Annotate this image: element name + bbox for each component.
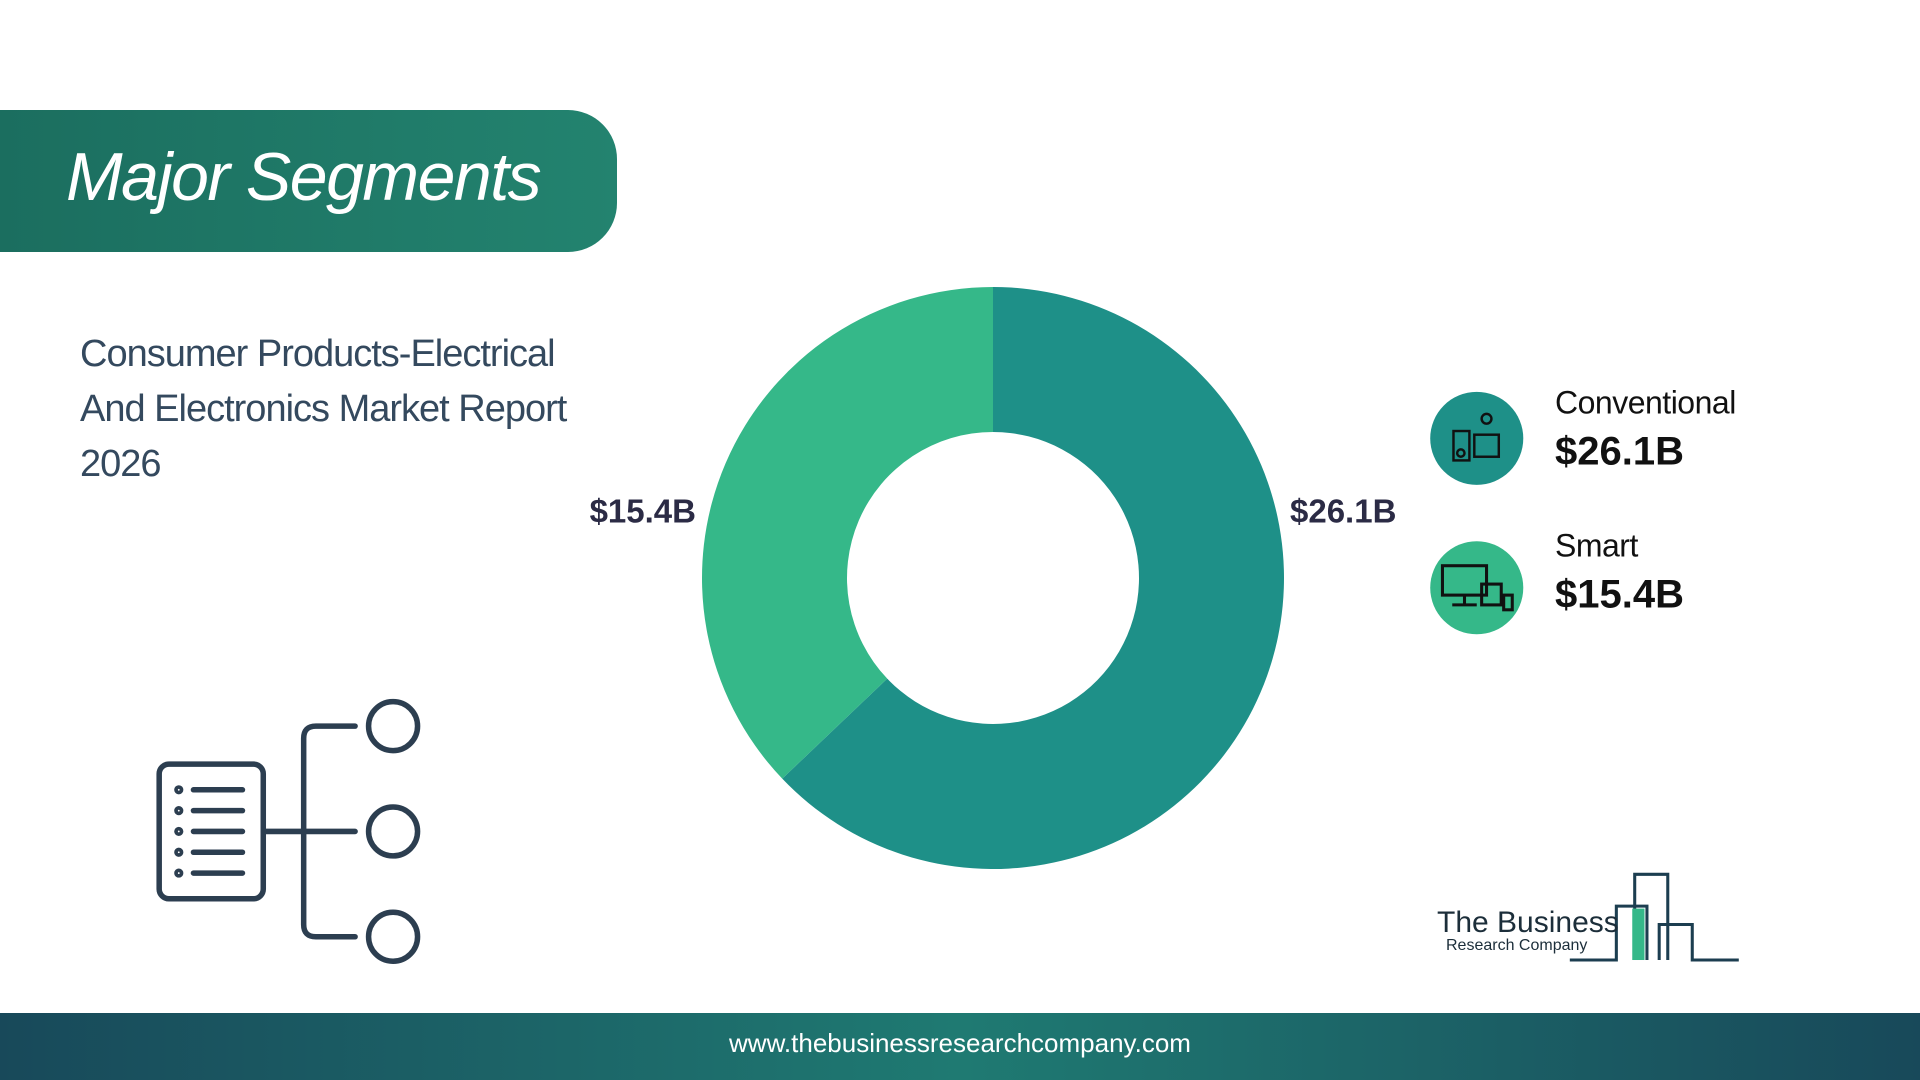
header-banner: [0, 110, 617, 252]
subtitle: Consumer Products-Electrical: [80, 333, 555, 375]
footer-url[interactable]: www.thebusinessresearchcompany.com: [728, 1028, 1191, 1058]
legend-label: Conventional: [1555, 384, 1736, 420]
legend-value: $26.1B: [1555, 430, 1684, 474]
chart-title: Major Segments: [66, 139, 541, 215]
subtitle: And Electronics Market Report: [80, 388, 568, 430]
data-label: $15.4B: [590, 493, 696, 530]
segments-icon: [156, 698, 421, 964]
logo-text: The Business: [1437, 906, 1619, 939]
logo-text: Research Company: [1446, 937, 1587, 954]
subtitle: 2026: [80, 443, 161, 485]
legend-label: Smart: [1555, 527, 1638, 563]
footer-bar: [0, 1013, 1920, 1080]
legend-icons: [1430, 391, 1524, 635]
donut-segment: [701, 287, 993, 779]
legend-value: $15.4B: [1555, 573, 1684, 617]
donut-segment: [782, 287, 1284, 869]
data-label: $26.1B: [1290, 493, 1396, 530]
logo-mark: [1569, 872, 1739, 962]
